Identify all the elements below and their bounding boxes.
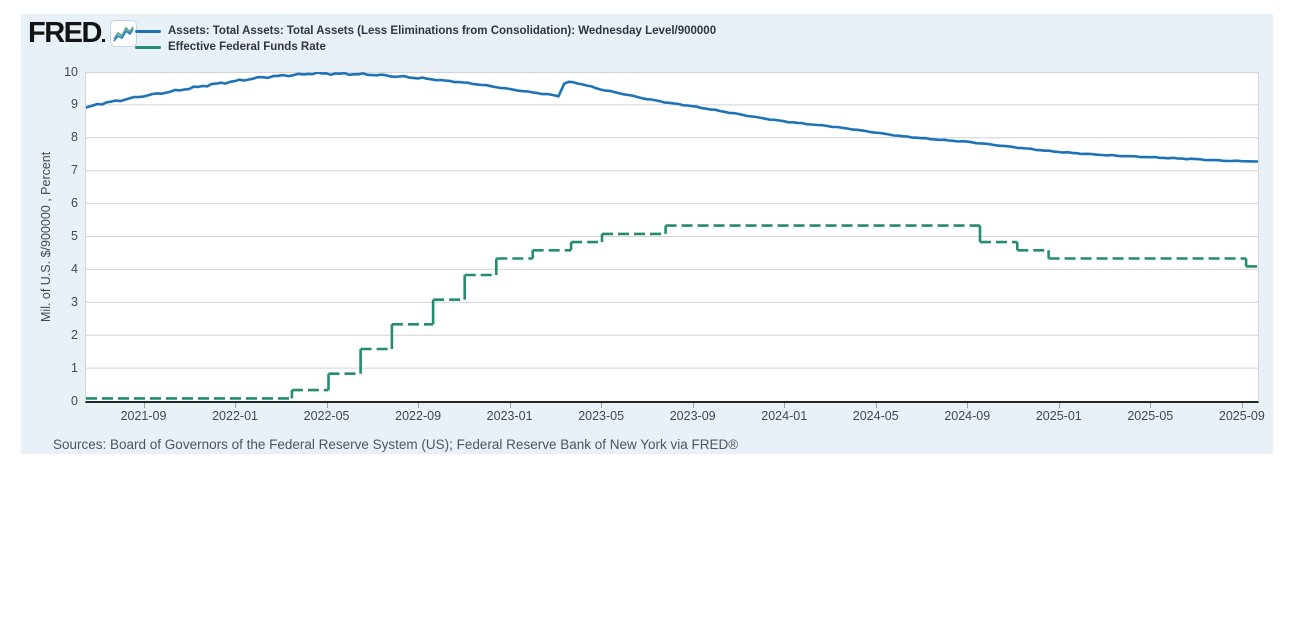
y-tick-label-10: 10	[64, 64, 78, 79]
x-tick-mark-2022-01	[235, 403, 237, 408]
y-tick-label-7: 7	[71, 163, 78, 178]
chart-canvas	[86, 72, 1258, 400]
series-effective-federal-funds-rate	[86, 224, 1258, 400]
x-tick-mark-2025-09	[1241, 403, 1243, 408]
x-tick-mark-2024-09	[967, 403, 969, 408]
x-tick-label-2024-09: 2024-09	[944, 409, 991, 423]
x-tick-mark-2022-05	[326, 403, 328, 408]
legend-swatch-assets	[135, 29, 161, 33]
plot-area	[85, 72, 1259, 403]
legend-row-assets: Assets: Total Assets: Total Assets (Less…	[135, 23, 716, 39]
line-chart-icon	[113, 26, 134, 42]
legend-swatch-effr	[135, 45, 161, 49]
x-tick-mark-2025-05	[1150, 403, 1152, 408]
fred-logo-chart-icon-box	[109, 19, 137, 47]
fred-logo-text: FRED	[28, 17, 102, 49]
fred-chart-panel: FRED Assets: Total Assets: Total Assets …	[21, 14, 1273, 454]
x-tick-label-2022-05: 2022-05	[303, 409, 350, 423]
fred-logo-trademark	[101, 38, 105, 42]
legend: Assets: Total Assets: Total Assets (Less…	[135, 23, 716, 55]
series-total-assets	[86, 72, 1258, 163]
x-tick-label-2021-09: 2021-09	[120, 409, 167, 423]
y-tick-label-4: 4	[71, 261, 78, 276]
x-tick-mark-2025-01	[1058, 403, 1060, 408]
series-effective-federal-funds-rate-risers	[290, 225, 1248, 399]
x-tick-mark-2024-01	[784, 403, 786, 408]
x-tick-mark-2023-05	[601, 403, 603, 408]
x-tick-label-2025-09: 2025-09	[1218, 409, 1265, 423]
x-tick-mark-2024-05	[875, 403, 877, 408]
x-tick-mark-2021-09	[143, 403, 145, 408]
x-tick-label-2023-09: 2023-09	[669, 409, 716, 423]
x-tick-label-2024-01: 2024-01	[761, 409, 808, 423]
y-tick-label-2: 2	[71, 327, 78, 342]
fred-logo[interactable]: FRED	[28, 16, 137, 50]
x-tick-mark-2022-09	[418, 403, 420, 408]
x-tick-label-2025-01: 2025-01	[1035, 409, 1082, 423]
x-tick-mark-2023-09	[692, 403, 694, 408]
x-tick-label-2022-09: 2022-09	[395, 409, 442, 423]
y-tick-label-9: 9	[71, 97, 78, 112]
y-tick-label-6: 6	[71, 196, 78, 211]
x-tick-label-2022-01: 2022-01	[212, 409, 258, 423]
x-tick-mark-2023-01	[509, 403, 511, 408]
sources-note: Sources: Board of Governors of the Feder…	[53, 437, 739, 452]
x-tick-label-2023-01: 2023-01	[486, 409, 533, 423]
x-tick-label-2024-05: 2024-05	[852, 409, 899, 423]
y-tick-label-0: 0	[71, 393, 78, 408]
y-tick-label-8: 8	[71, 130, 78, 145]
legend-row-effr: Effective Federal Funds Rate	[135, 39, 716, 55]
y-tick-label-5: 5	[71, 229, 78, 243]
x-tick-label-2025-05: 2025-05	[1127, 409, 1174, 423]
y-tick-label-1: 1	[71, 360, 78, 375]
legend-label-assets: Assets: Total Assets: Total Assets (Less…	[168, 25, 717, 37]
legend-label-effr: Effective Federal Funds Rate	[168, 41, 326, 53]
y-tick-label-3: 3	[71, 294, 78, 309]
x-tick-label-2023-05: 2023-05	[578, 409, 625, 423]
